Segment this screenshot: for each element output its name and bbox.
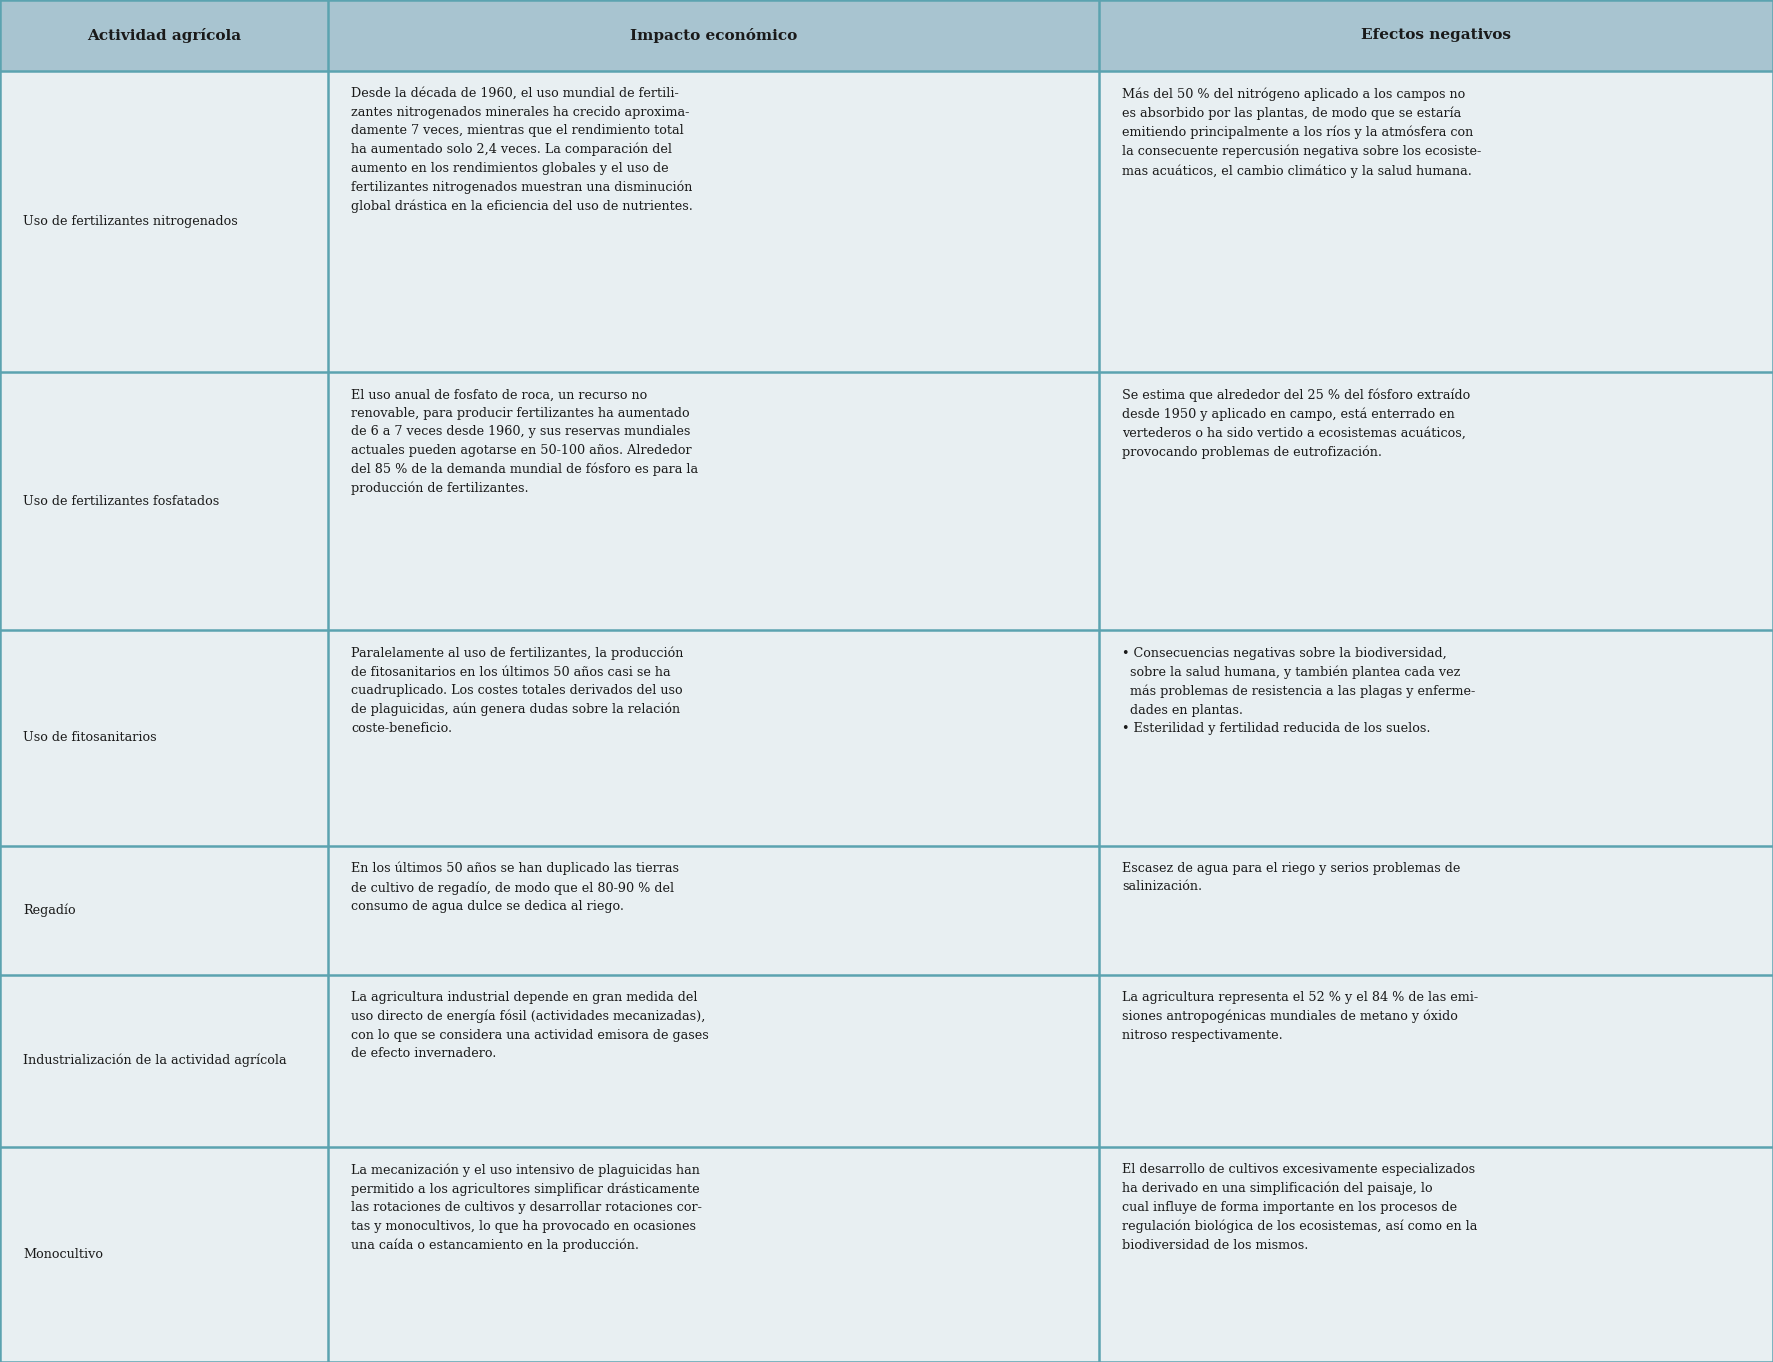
- Text: Industrialización de la actividad agrícola: Industrialización de la actividad agríco…: [23, 1054, 287, 1068]
- Text: Escasez de agua para el riego y serios problemas de
salinización.: Escasez de agua para el riego y serios p…: [1122, 862, 1461, 893]
- Bar: [0, 975, 328, 1147]
- Bar: [1099, 1147, 1773, 1362]
- Text: Más del 50 % del nitrógeno aplicado a los campos no
es absorbido por las plantas: Más del 50 % del nitrógeno aplicado a lo…: [1122, 87, 1482, 178]
- Text: Regadío: Regadío: [23, 903, 76, 917]
- Bar: [328, 372, 1099, 631]
- Bar: [1099, 846, 1773, 975]
- Text: • Consecuencias negativas sobre la biodiversidad,
  sobre la salud humana, y tam: • Consecuencias negativas sobre la biodi…: [1122, 647, 1475, 735]
- Text: Impacto económico: Impacto económico: [629, 27, 798, 44]
- Bar: [0, 0, 328, 71]
- Bar: [328, 975, 1099, 1147]
- Text: Uso de fertilizantes nitrogenados: Uso de fertilizantes nitrogenados: [23, 215, 238, 227]
- Text: La agricultura representa el 52 % y el 84 % de las emi-
siones antropogénicas mu: La agricultura representa el 52 % y el 8…: [1122, 992, 1479, 1042]
- Bar: [0, 372, 328, 631]
- Text: En los últimos 50 años se han duplicado las tierras
de cultivo de regadío, de mo: En los últimos 50 años se han duplicado …: [351, 862, 679, 913]
- Text: El desarrollo de cultivos excesivamente especializados
ha derivado en una simpli: El desarrollo de cultivos excesivamente …: [1122, 1163, 1477, 1252]
- Bar: [0, 71, 328, 372]
- Text: Actividad agrícola: Actividad agrícola: [87, 27, 241, 44]
- Bar: [1099, 975, 1773, 1147]
- Bar: [328, 71, 1099, 372]
- Text: El uso anual de fosfato de roca, un recurso no
renovable, para producir fertiliz: El uso anual de fosfato de roca, un recu…: [351, 388, 699, 496]
- Bar: [328, 631, 1099, 846]
- Text: La agricultura industrial depende en gran medida del
uso directo de energía fósi: La agricultura industrial depende en gra…: [351, 992, 709, 1060]
- Bar: [0, 846, 328, 975]
- Text: La mecanización y el uso intensivo de plaguicidas han
permitido a los agricultor: La mecanización y el uso intensivo de pl…: [351, 1163, 702, 1252]
- Text: Efectos negativos: Efectos negativos: [1362, 29, 1511, 42]
- Bar: [328, 0, 1099, 71]
- Bar: [0, 631, 328, 846]
- Bar: [1099, 631, 1773, 846]
- Text: Se estima que alrededor del 25 % del fósforo extraído
desde 1950 y aplicado en c: Se estima que alrededor del 25 % del fós…: [1122, 388, 1470, 459]
- Bar: [0, 1147, 328, 1362]
- Bar: [328, 1147, 1099, 1362]
- Text: Paralelamente al uso de fertilizantes, la producción
de fitosanitarios en los úl: Paralelamente al uso de fertilizantes, l…: [351, 647, 683, 735]
- Bar: [1099, 71, 1773, 372]
- Text: Monocultivo: Monocultivo: [23, 1248, 103, 1261]
- Bar: [1099, 0, 1773, 71]
- Text: Desde la década de 1960, el uso mundial de fertili-
zantes nitrogenados minerale: Desde la década de 1960, el uso mundial …: [351, 87, 693, 214]
- Text: Uso de fitosanitarios: Uso de fitosanitarios: [23, 731, 156, 745]
- Bar: [1099, 372, 1773, 631]
- Text: Uso de fertilizantes fosfatados: Uso de fertilizantes fosfatados: [23, 494, 220, 508]
- Bar: [328, 846, 1099, 975]
